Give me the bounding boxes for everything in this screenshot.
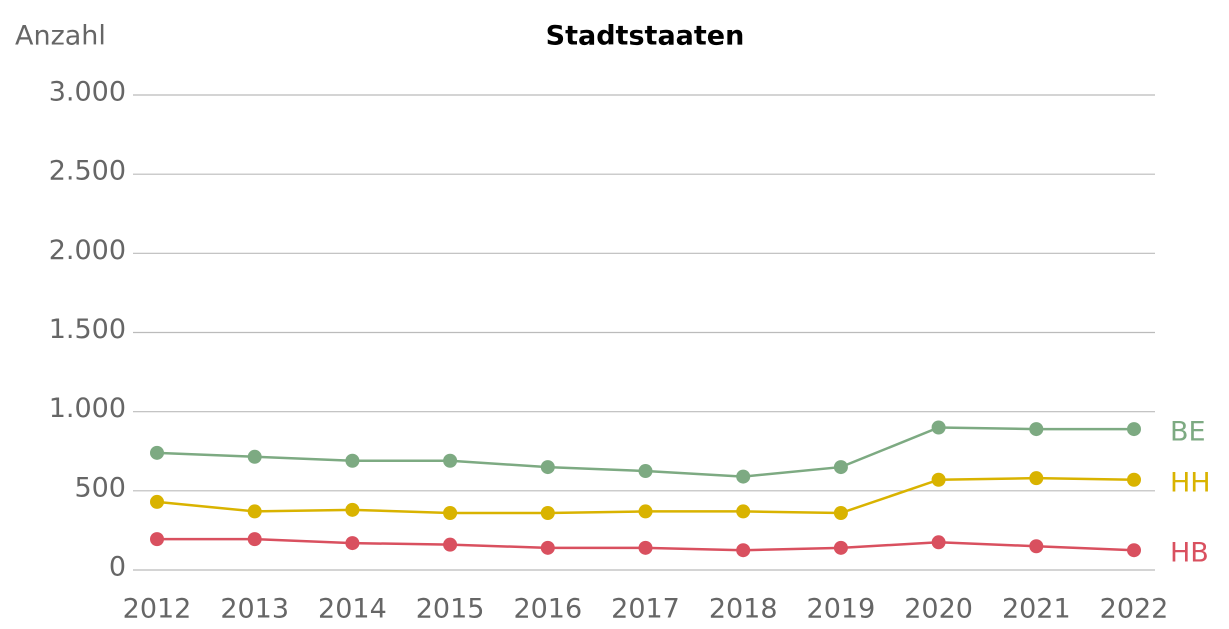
data-point: [247, 449, 262, 464]
data-point: [931, 535, 946, 550]
data-point: [833, 540, 848, 555]
x-tick-label: 2016: [513, 594, 582, 625]
x-tick-label: 2020: [904, 594, 973, 625]
data-point: [736, 469, 751, 484]
data-point: [443, 537, 458, 552]
y-tick-label: 3.000: [49, 77, 126, 108]
data-point: [150, 532, 164, 547]
data-point: [443, 453, 458, 468]
series-label: HB: [1170, 538, 1209, 569]
x-tick-label: 2022: [1100, 594, 1169, 625]
data-point: [247, 532, 262, 547]
data-point: [345, 453, 360, 468]
x-tick-label: 2018: [709, 594, 778, 625]
data-point: [833, 506, 848, 520]
data-point: [931, 472, 946, 487]
data-point: [931, 420, 946, 435]
data-point: [736, 543, 751, 558]
data-point: [540, 460, 555, 475]
data-point: [540, 506, 555, 520]
data-point: [1029, 422, 1044, 437]
y-tick-label: 1.000: [49, 393, 126, 424]
x-tick-label: 2012: [123, 594, 192, 625]
data-point: [247, 504, 262, 519]
series-label: BE: [1170, 417, 1206, 448]
y-axis-label: Anzahl: [15, 21, 106, 52]
data-point: [150, 445, 164, 460]
x-tick-label: 2015: [416, 594, 485, 625]
data-point: [345, 502, 360, 517]
data-point: [638, 540, 653, 555]
data-point: [638, 464, 653, 479]
data-point: [150, 494, 164, 509]
y-tick-label: 0: [109, 552, 126, 583]
x-tick-label: 2019: [807, 594, 876, 625]
data-point: [345, 536, 360, 551]
y-tick-label: 1.500: [49, 314, 126, 345]
y-tick-label: 2.000: [49, 235, 126, 266]
data-point: [1029, 471, 1044, 486]
data-point: [1029, 539, 1044, 554]
x-tick-label: 2021: [1002, 594, 1071, 625]
series-label: HH: [1170, 467, 1211, 498]
data-point: [540, 540, 555, 555]
data-point: [1127, 472, 1141, 487]
x-tick-label: 2017: [611, 594, 680, 625]
y-tick-label: 2.500: [49, 156, 126, 187]
chart-title: Stadtstaaten: [546, 21, 745, 52]
data-point: [1127, 422, 1141, 437]
data-point: [736, 504, 751, 519]
x-tick-label: 2014: [318, 594, 387, 625]
data-point: [443, 506, 458, 520]
x-tick-label: 2013: [220, 594, 289, 625]
data-point: [638, 504, 653, 519]
data-point: [1127, 543, 1141, 558]
y-tick-label: 500: [74, 472, 126, 503]
data-point: [833, 460, 848, 475]
